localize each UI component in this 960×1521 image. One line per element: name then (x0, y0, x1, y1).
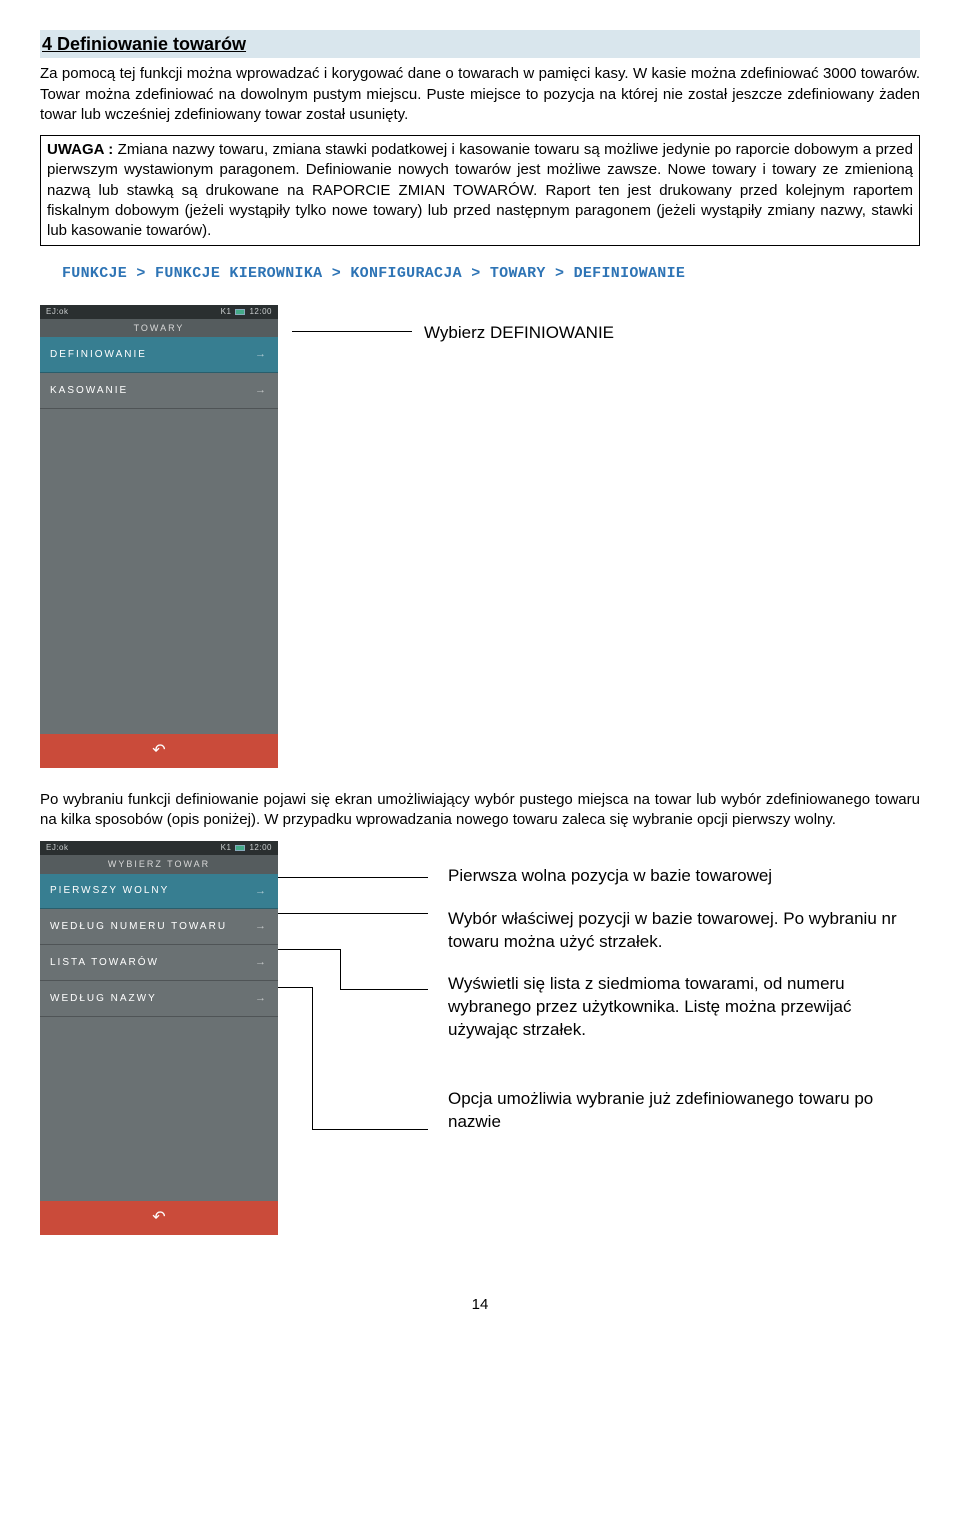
chevron-right-icon: → (255, 991, 268, 1006)
menu-item-kasowanie[interactable]: KASOWANIE → (40, 373, 278, 409)
connector-line (312, 987, 313, 1129)
menu-item-label: WEDŁUG NUMERU TOWARU (50, 920, 227, 934)
menu-item-wedlug-numeru[interactable]: WEDŁUG NUMERU TOWARU → (40, 909, 278, 945)
warning-body: Zmiana nazwy towaru, zmiana stawki podat… (47, 141, 913, 239)
callout-text: Opcja umożliwia wybranie już zdefiniowan… (448, 1088, 920, 1134)
chevron-right-icon: → (255, 347, 268, 362)
menu-item-label: DEFINIOWANIE (50, 348, 147, 362)
menu-item-label: WEDŁUG NAZWY (50, 992, 157, 1006)
menu-item-wedlug-nazwy[interactable]: WEDŁUG NAZWY → (40, 981, 278, 1017)
callout-text: Wyświetli się lista z siedmioma towarami… (448, 973, 920, 1042)
connector-line (278, 987, 312, 988)
status-k: K1 (221, 307, 232, 318)
device-empty-area (40, 1017, 278, 1201)
callout-connector-line (292, 331, 412, 332)
breadcrumb: FUNKCJE > FUNKCJE KIEROWNIKA > KONFIGURA… (62, 264, 920, 284)
connector-line (278, 949, 340, 950)
status-k: K1 (221, 843, 232, 854)
status-time: 12:00 (249, 843, 272, 854)
device-header: TOWARY (40, 319, 278, 337)
warning-label: UWAGA : (47, 141, 113, 158)
page-number: 14 (40, 1295, 920, 1315)
figure-1-callouts: Wybierz DEFINIOWANIE (278, 305, 920, 345)
callout-text: Pierwsza wolna pozycja w bazie towarowej (448, 865, 920, 888)
menu-item-label: PIERWSZY WOLNY (50, 884, 169, 898)
connector-line (278, 877, 428, 878)
menu-item-label: LISTA TOWARÓW (50, 956, 159, 970)
menu-item-label: KASOWANIE (50, 384, 128, 398)
connector-line (312, 1129, 428, 1130)
callout-text: Wybór właściwej pozycji w bazie towarowe… (448, 908, 920, 954)
status-left: EJ:ok (46, 307, 69, 318)
back-icon[interactable]: ↶ (152, 740, 165, 762)
device-footer: ↶ (40, 1201, 278, 1235)
warning-box: UWAGA : Zmiana nazwy towaru, zmiana staw… (40, 135, 920, 246)
battery-icon (235, 309, 245, 315)
menu-item-pierwszy-wolny[interactable]: PIERWSZY WOLNY → (40, 874, 278, 910)
mid-paragraph: Po wybraniu funkcji definiowanie pojawi … (40, 790, 920, 831)
device-screenshot-1: EJ:ok K1 12:00 TOWARY DEFINIOWANIE → KAS… (40, 305, 278, 769)
callout-text: Wybierz DEFINIOWANIE (424, 322, 614, 345)
device-empty-area (40, 409, 278, 734)
device-status-bar: EJ:ok K1 12:00 (40, 305, 278, 320)
connector-line (340, 989, 428, 990)
status-time: 12:00 (249, 307, 272, 318)
status-left: EJ:ok (46, 843, 69, 854)
back-icon[interactable]: ↶ (152, 1207, 165, 1229)
chevron-right-icon: → (255, 955, 268, 970)
figure-2: EJ:ok K1 12:00 WYBIERZ TOWAR PIERWSZY WO… (40, 841, 920, 1235)
connector-line (340, 949, 341, 989)
chevron-right-icon: → (255, 383, 268, 398)
menu-item-definiowanie[interactable]: DEFINIOWANIE → (40, 337, 278, 373)
figure-1: EJ:ok K1 12:00 TOWARY DEFINIOWANIE → KAS… (40, 305, 920, 769)
battery-icon (235, 845, 245, 851)
connector-line (278, 913, 428, 914)
device-footer: ↶ (40, 734, 278, 768)
intro-paragraph: Za pomocą tej funkcji można wprowadzać i… (40, 64, 920, 125)
device-status-bar: EJ:ok K1 12:00 (40, 841, 278, 856)
menu-item-lista-towarow[interactable]: LISTA TOWARÓW → (40, 945, 278, 981)
chevron-right-icon: → (255, 884, 268, 899)
device-header: WYBIERZ TOWAR (40, 855, 278, 873)
section-heading: 4 Definiowanie towarów (40, 30, 920, 58)
device-screenshot-2: EJ:ok K1 12:00 WYBIERZ TOWAR PIERWSZY WO… (40, 841, 278, 1235)
chevron-right-icon: → (255, 919, 268, 934)
callout-connectors (278, 841, 448, 1235)
